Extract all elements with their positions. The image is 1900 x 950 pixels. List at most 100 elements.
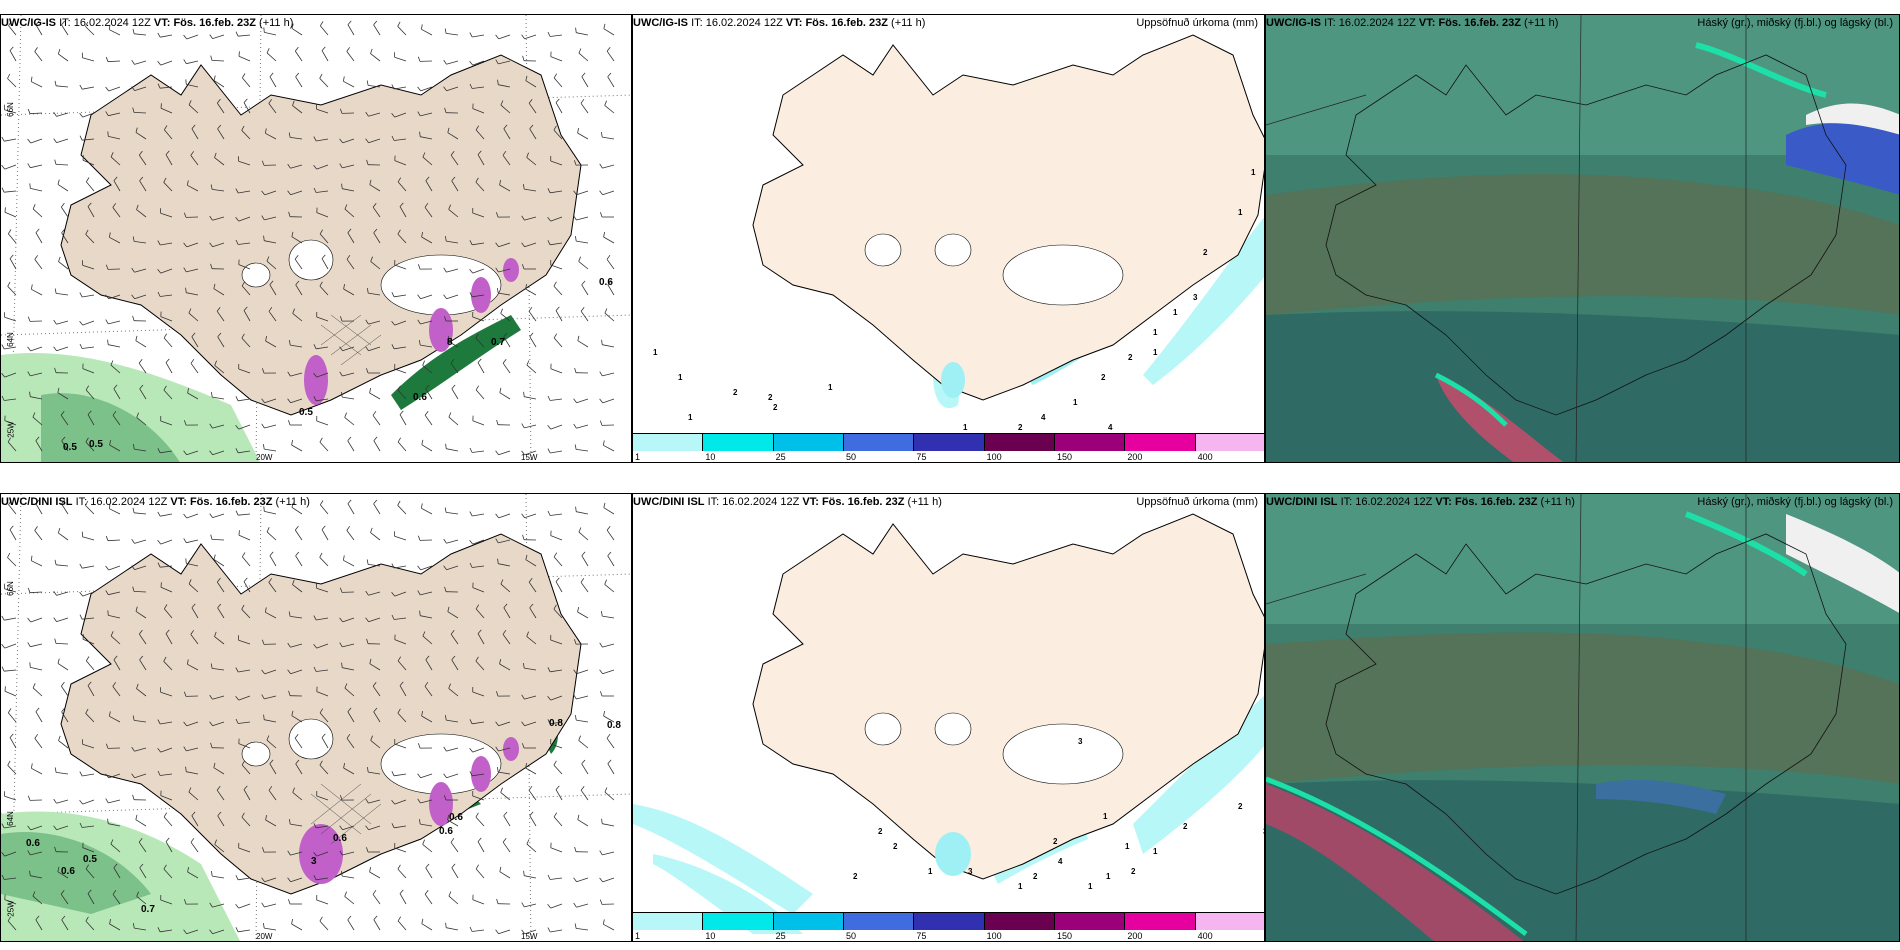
wind-barb-flag [235,188,239,194]
wind-barb-flag [7,916,12,922]
wind-barb [607,555,615,567]
wind-barb-flag [500,787,503,793]
lon-label: 20W [256,453,273,462]
colorbar-swatch [1125,913,1196,930]
lon-label: 15W [521,453,538,462]
panel-title: UWC/IG-IS IT: 16.02.2024 12Z VT: Fös. 16… [1,17,294,29]
wind-barb [450,633,459,645]
wind-barb [238,264,251,270]
wind-barb-flag [523,184,525,190]
precip-value-label: 2 [893,842,898,851]
wind-barb [61,232,69,244]
wind-barb [603,444,615,452]
wind-barb [606,738,615,749]
wind-barb-flag [27,617,32,623]
wind-barb [472,316,485,322]
wind-barb-flag [183,450,187,456]
wind-barb [370,740,381,749]
wind-barb-flag [343,555,345,561]
wind-barb [319,557,329,567]
wind-barb [372,415,381,426]
wind-barb [4,138,17,142]
wind-barb-flag [294,46,299,52]
wind-barb-flag [521,902,525,908]
glacier [934,712,972,746]
precip-value-label: 4 [1041,413,1046,422]
wind-barb [425,388,433,400]
wind-barb [580,310,589,322]
wind-barb [472,565,485,568]
wind-barb [295,76,303,88]
wind-barb-flag [391,135,395,141]
wind-barb-flag [502,837,507,843]
wind-barb [7,920,17,931]
wind-barb [160,565,173,568]
wind-barb-flag [287,642,291,648]
wind-barb-flag [287,669,291,674]
wind-barb-flag [599,420,603,426]
wind-barb-flag [319,21,324,27]
precip-value-label: 2 [853,872,858,881]
wind-barb-flag [216,98,221,104]
wind-barb [4,588,17,593]
wind-barb [577,340,589,348]
value-label: 0.5 [83,854,97,865]
wind-barb-flag [599,163,603,169]
wind-barb-flag [87,410,92,415]
wind-barb [295,763,303,775]
lon-label: 25W [6,421,16,438]
wind-barb [550,929,563,933]
wind-barb-flag [241,333,245,339]
value-label: 3 [311,856,317,867]
wind-barb-flag [521,242,525,248]
wind-barb-flag [185,79,187,85]
wind-barb [57,871,69,879]
wind-barb-flag [139,655,144,661]
precip-value-label: 2 [773,403,778,412]
colorbar-tick-label: 25 [775,931,786,941]
wind-barb-flag [525,75,528,81]
precip-value-label: 2 [768,393,773,402]
wind-barb-flag [209,721,213,726]
precip-value-label: 2 [733,388,738,397]
wind-barb-flag [496,212,499,218]
wind-barb [576,877,589,883]
wind-barb-flag [157,562,161,568]
wind-barb-flag [157,291,161,297]
wind-barb-flag [241,604,245,610]
wind-barb-flag [138,629,143,635]
wind-barb-flag [526,839,530,845]
wind-barb-flag [581,759,586,765]
wind-barb-flag [7,437,12,443]
wind-barb [295,555,303,567]
wind-panel-bottom: 0.6 0.6 0.5 0.7 0.8 0.8 0.6 0.6 3 0.6 UW… [0,493,632,942]
wind-barb [446,268,459,273]
wind-barb [135,132,147,140]
wind-barb-flag [553,760,557,766]
wind-barb [212,424,225,429]
wind-barb-flag [60,681,65,687]
wind-barb-flag [496,898,499,904]
wind-barb [475,816,485,827]
wind-barb-flag [421,24,423,30]
wind-barb-flag [581,551,586,556]
wind-barb [553,764,563,775]
colorbar-swatch [1054,913,1126,930]
wind-barb [216,581,225,593]
wind-barb-flag [209,902,213,908]
wind-barb [472,773,485,777]
wind-barb [525,767,537,775]
wind-barb-flag [422,631,426,637]
wind-barb [446,512,459,515]
wind-barb [4,420,17,426]
wind-barb-flag [266,256,270,262]
wind-barb-flag [526,360,530,366]
wind-barb [576,216,589,221]
wind-barb [528,311,537,322]
wind-barb-flag [157,83,161,89]
wind-barb [394,565,407,569]
wind-barb-flag [447,606,450,612]
wind-barb [214,844,225,853]
wind-barb [241,609,251,619]
wind-barb-flag [163,656,167,662]
